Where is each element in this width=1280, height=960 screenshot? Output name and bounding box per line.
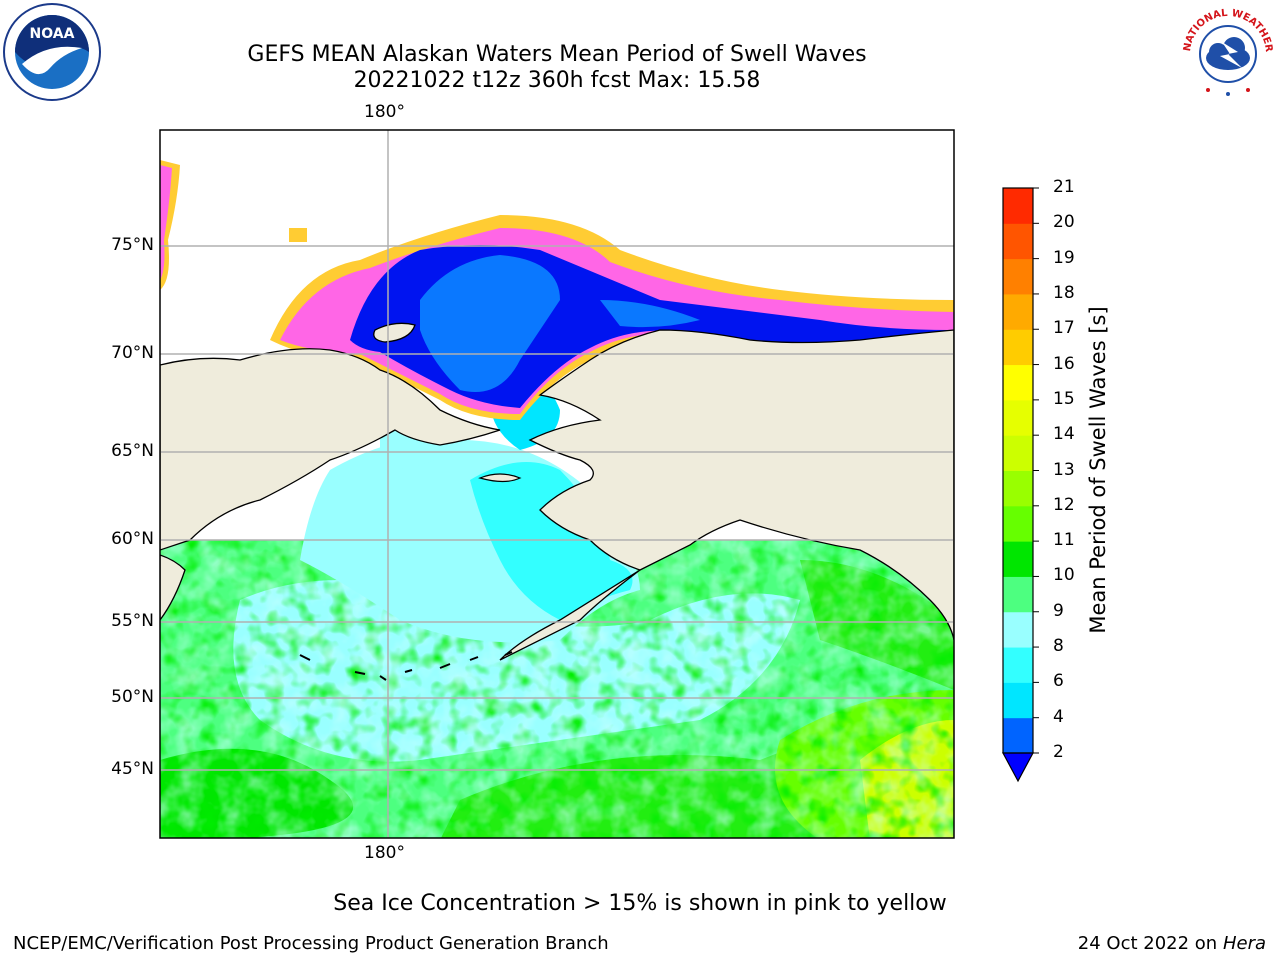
map-field [160,130,954,838]
lat-label-70: 70°N [111,343,154,363]
colorbar-segment [1003,399,1033,436]
noaa-logo-icon: NOAA [3,3,101,101]
colorbar-segment [1003,293,1033,330]
graticule [160,130,954,838]
colorbar-segment [1003,717,1033,754]
colorbar-tick-label: 14 [1053,424,1075,445]
colorbar-segment [1003,470,1033,507]
colorbar-tick-label: 15 [1053,388,1075,409]
land-aleutian-islands [299,651,513,681]
lat-label-45: 45°N [111,759,154,779]
run-date-text: 24 Oct 2022 on [1077,933,1223,954]
swell-field-mid-blue-e [600,300,700,328]
colorbar-segment [1003,576,1033,613]
run-machine: Hera [1222,933,1266,954]
chart-subtitle: 20221022 t12z 360h fcst Max: 15.58 [353,68,761,93]
land-kamchatka [160,554,186,622]
colorbar-segment [1003,647,1033,683]
land-alaska-peninsula [499,569,641,661]
colorbar-tick-label: 12 [1053,494,1075,515]
lat-label-65: 65°N [111,441,154,461]
sea-ice-west-pink [160,165,172,280]
colorbar-segment [1003,435,1033,471]
land-alaska [528,329,954,641]
colorbar-segment [1003,541,1033,577]
run-date: 24 Oct 2022 on Hera [1078,933,1266,954]
colorbar-tick-label: 21 [1053,177,1075,197]
colorbar-tick-label: 16 [1053,353,1075,374]
colorbar-segment [1003,505,1033,542]
lat-label-75: 75°N [111,235,154,255]
lat-label-50: 50°N [111,687,154,707]
land-st-lawrence [478,473,522,483]
colorbar-tick-label: 9 [1053,600,1064,621]
sea-ice-patch [289,228,307,242]
swell-field-bering-cyan [470,462,633,620]
colorbar-segment [1003,682,1033,719]
colorbar-tick-label: 19 [1053,247,1075,268]
colorbar-segment [1003,329,1033,366]
colorbar-segment [1003,258,1033,295]
chart-title: GEFS MEAN Alaskan Waters Mean Period of … [247,42,867,67]
colorbar-segment [1003,611,1033,648]
colorbar-segment [1003,188,1033,224]
lat-label-55: 55°N [111,611,154,631]
colorbar-tick-label: 2 [1053,742,1064,762]
colorbar-tick-label: 18 [1053,282,1075,303]
colorbar [1001,187,1039,783]
colorbar-segment [1003,223,1033,260]
colorbar-tick-label: 4 [1053,706,1064,727]
swell-field-mid-blue [420,255,560,392]
colorbar-tick-label: 17 [1053,318,1075,339]
lon-label-top: 180° [364,102,405,122]
nws-logo-icon: NATIONAL WEATHER SERVICE [1178,2,1276,100]
colorbar-tick-label: 6 [1053,671,1064,692]
colorbar-tick-label: 20 [1053,212,1075,233]
land-wrangel-island [373,322,416,343]
lat-label-60: 60°N [111,529,154,549]
colorbar-tick-label: 10 [1053,565,1075,586]
lon-label-bottom: 180° [364,843,405,863]
producer-credit: NCEP/EMC/Verification Post Processing Pr… [13,933,609,954]
sea-ice-note: Sea Ice Concentration > 15% is shown in … [333,891,947,916]
map-border [159,129,955,839]
colorbar-segment [1003,364,1033,401]
colorbar-tick-label: 8 [1053,636,1064,657]
colorbar-under-arrow [1001,752,1035,783]
colorbar-tick-label: 13 [1053,459,1075,480]
land-chukotka [160,348,501,551]
svg-text:NOAA: NOAA [30,26,75,42]
colorbar-label: Mean Period of Swell Waves [s] [1086,306,1110,634]
colorbar-tick-label: 11 [1053,530,1075,551]
